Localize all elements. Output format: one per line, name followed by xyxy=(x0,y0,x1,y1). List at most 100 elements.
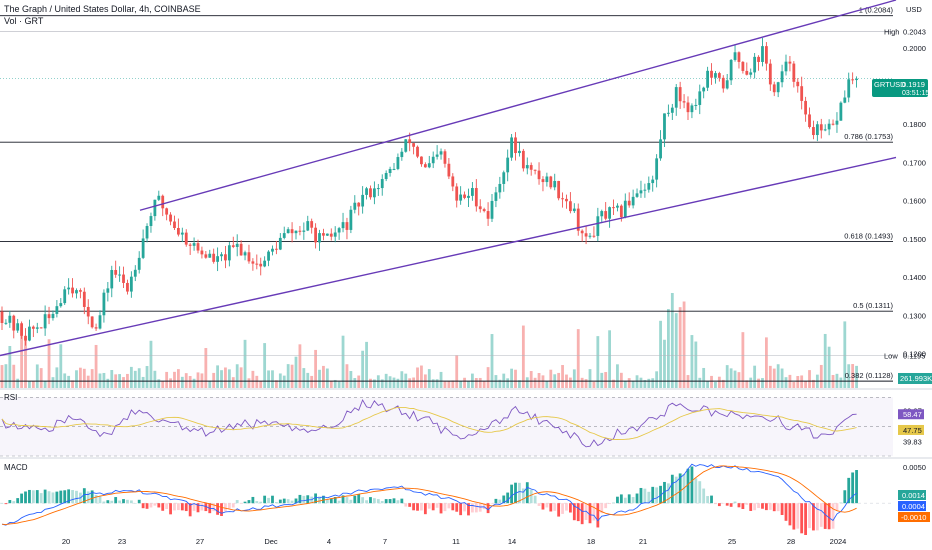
macd-histogram-bar xyxy=(255,501,259,504)
price-tick-label: 0.1400 xyxy=(903,273,926,282)
volume-bar xyxy=(588,369,592,388)
candle-body xyxy=(294,230,298,234)
candle-body xyxy=(855,78,858,81)
macd-histogram-bar xyxy=(510,484,513,504)
candle-body xyxy=(549,176,553,188)
fib-label: 0.5 (0.1311) xyxy=(853,301,893,310)
volume-bar xyxy=(510,368,513,388)
time-axis[interactable]: 20 23 27 Dec 4 7 11 14 18 21 25 28 2024 xyxy=(62,537,847,546)
volume-bar xyxy=(855,365,858,388)
trend-channel[interactable] xyxy=(0,0,897,357)
candle-body xyxy=(102,292,106,316)
macd-histogram-bar xyxy=(137,499,141,504)
macd-tick-label: 0.0050 xyxy=(903,463,926,472)
volume-bar xyxy=(745,380,749,388)
fib-label: 0.618 (0.1493) xyxy=(844,232,893,241)
volume-bar xyxy=(800,375,804,388)
volume-bar xyxy=(396,378,400,388)
candle-body xyxy=(28,326,31,341)
candle-body xyxy=(141,238,145,258)
volume-bar xyxy=(753,365,757,388)
high-label: High xyxy=(884,27,899,36)
volume-bar xyxy=(584,379,588,388)
candle-body xyxy=(753,56,757,73)
volume-bar xyxy=(635,375,639,388)
volume-bar xyxy=(71,380,74,388)
candle-body xyxy=(400,151,404,158)
macd-histogram-bar xyxy=(314,493,317,504)
volume-bar xyxy=(812,379,815,388)
macd-histogram-bar xyxy=(212,503,216,512)
volume-bar xyxy=(729,368,733,388)
volume-bar xyxy=(192,378,196,388)
volume-bar xyxy=(431,379,435,388)
candle-body xyxy=(392,168,396,170)
macd-histogram-bar xyxy=(423,503,427,515)
fib-label: 1 (0.2084) xyxy=(859,6,894,15)
macd-histogram-bar xyxy=(498,499,502,504)
candle-body xyxy=(792,63,796,82)
candle-body xyxy=(416,146,419,157)
volume-bar xyxy=(282,375,286,388)
macd-histogram-bar xyxy=(663,481,666,504)
volume-bar xyxy=(247,378,251,388)
macd-histogram-bar xyxy=(341,495,345,504)
macd-histogram-bar xyxy=(537,503,541,506)
candle-body xyxy=(729,59,733,81)
macd-histogram-bar xyxy=(572,503,576,521)
candle-body xyxy=(267,251,270,261)
volume-bar xyxy=(463,377,466,388)
volume-bar xyxy=(141,376,145,388)
candle-body xyxy=(580,230,584,234)
candle-body xyxy=(94,327,98,329)
macd-histogram-bar xyxy=(227,503,231,509)
candle-body xyxy=(474,188,478,207)
macd-histogram-bar xyxy=(451,503,455,511)
candle-body xyxy=(631,196,635,206)
candle-body xyxy=(435,154,439,157)
macd-histogram-bar xyxy=(823,503,827,529)
macd-histogram-bar xyxy=(471,503,474,513)
time-tick-label: 27 xyxy=(196,537,204,546)
macd-histogram-bar xyxy=(71,490,74,504)
macd-histogram-bar xyxy=(486,503,490,514)
macd-histogram-bar xyxy=(369,497,372,504)
macd-histogram-bar xyxy=(439,503,443,514)
macd-histogram-bar xyxy=(569,503,572,513)
volume-bar xyxy=(498,379,502,388)
volume-bar xyxy=(467,381,470,388)
candle-body xyxy=(784,61,788,72)
macd-histogram-bar xyxy=(533,495,537,504)
volume-bar xyxy=(667,309,670,388)
candle-body xyxy=(423,164,427,168)
macd-histogram-bar xyxy=(643,488,647,504)
volume-bar xyxy=(514,369,517,388)
rsi-value-badge xyxy=(898,409,924,420)
candle-body xyxy=(169,214,172,222)
price-axis[interactable]: USD0.20000.19000.18000.17000.16000.15000… xyxy=(872,5,932,384)
volume-bar xyxy=(608,330,611,388)
volume-bar xyxy=(251,370,255,388)
candle-body xyxy=(337,228,341,233)
volume-bar xyxy=(31,381,35,388)
volume-bar xyxy=(447,381,451,388)
macd-histogram-bar xyxy=(521,488,525,504)
candle-body xyxy=(204,254,208,258)
candle-body xyxy=(714,73,717,78)
candle-body xyxy=(745,70,749,75)
volume-bar xyxy=(659,320,662,388)
volume-bar xyxy=(302,368,306,388)
candle-body xyxy=(373,188,376,198)
volume-bar xyxy=(439,371,443,388)
macd-histogram-bar xyxy=(576,503,580,522)
macd-histogram-bar xyxy=(51,492,55,504)
macd-histogram-bar xyxy=(157,503,161,508)
candle-body xyxy=(682,101,686,103)
symbol-label: GRTUSD xyxy=(874,80,906,89)
macd-histogram-bar xyxy=(761,503,764,509)
volume-bar xyxy=(400,371,404,388)
macd-histogram-bar xyxy=(447,503,451,509)
candle-body xyxy=(616,205,619,208)
volume-bar xyxy=(173,371,176,388)
